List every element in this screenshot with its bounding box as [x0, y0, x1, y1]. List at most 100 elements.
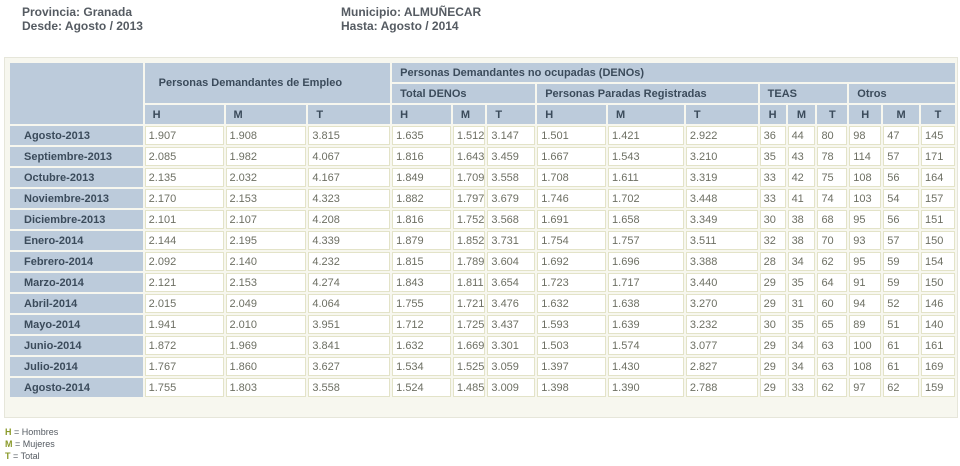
hasta-label: Hasta: Agosto / 2014: [341, 19, 459, 33]
table-cell: 1.632: [537, 294, 607, 313]
table-cell: 103: [849, 189, 882, 208]
table-cell: 75: [817, 168, 848, 187]
table-cell: 30: [759, 315, 786, 334]
table-cell: 93: [849, 231, 882, 250]
table-cell: 1.872: [144, 336, 224, 355]
table-cell: 35: [787, 273, 816, 292]
table-cell: 42: [787, 168, 816, 187]
row-label: Enero-2014: [10, 231, 143, 250]
table-cell: 89: [849, 315, 882, 334]
table-cell: 1.789: [452, 252, 486, 271]
legend-item: M = Mujeres: [5, 438, 58, 450]
row-label: Agosto-2013: [10, 126, 143, 145]
table-cell: 2.788: [685, 378, 758, 397]
table-cell: 1.969: [225, 336, 307, 355]
legend-key: H: [5, 427, 12, 437]
table-cell: 1.712: [392, 315, 451, 334]
table-cell: 38: [787, 231, 816, 250]
table-cell: 3.558: [487, 168, 536, 187]
table-cell: 1.721: [452, 294, 486, 313]
table-cell: 150: [921, 231, 955, 250]
table-cell: 1.708: [537, 168, 607, 187]
table-cell: 2.032: [225, 168, 307, 187]
table-cell: 2.827: [685, 357, 758, 376]
table-cell: 108: [849, 168, 882, 187]
table-cell: 1.755: [392, 294, 451, 313]
table-cell: 32: [759, 231, 786, 250]
table-cell: 62: [883, 378, 919, 397]
table-cell: 2.049: [225, 294, 307, 313]
row-label: Agosto-2014: [10, 378, 143, 397]
table-cell: 1.397: [537, 357, 607, 376]
table-cell: 91: [849, 273, 882, 292]
table-cell: 2.144: [144, 231, 224, 250]
table-cell: 2.107: [225, 210, 307, 229]
table-cell: 3.059: [487, 357, 536, 376]
table-cell: 1.882: [392, 189, 451, 208]
row-label: Julio-2014: [10, 357, 143, 376]
table-cell: 114: [849, 147, 882, 166]
table-cell: 59: [883, 252, 919, 271]
table-cell: 62: [817, 252, 848, 271]
filter-left: Provincia: Granada Desde: Agosto / 2013: [22, 5, 143, 33]
provincia-label: Provincia: Granada: [22, 5, 133, 19]
table-cell: 4.067: [308, 147, 391, 166]
table-cell: 1.849: [392, 168, 451, 187]
table-cell: 1.512: [452, 126, 486, 145]
table-cell: 2.121: [144, 273, 224, 292]
row-label: Marzo-2014: [10, 273, 143, 292]
table-cell: 4.323: [308, 189, 391, 208]
table-cell: 1.803: [225, 378, 307, 397]
table-cell: 1.717: [608, 273, 684, 292]
table-cell: 1.501: [537, 126, 607, 145]
table-row: Julio-2014 1.767 1.860 3.627 1.534 1.525 3.059…: [10, 357, 955, 376]
table-cell: 159: [921, 378, 955, 397]
table-cell: 43: [787, 147, 816, 166]
subheader-total-denos: Total DENOs: [392, 84, 536, 103]
table-cell: 3.558: [308, 378, 391, 397]
table-cell: 97: [849, 378, 882, 397]
table-cell: 56: [883, 168, 919, 187]
table-cell: 1.398: [537, 378, 607, 397]
table-cell: 3.679: [487, 189, 536, 208]
table-row: Diciembre-2013 2.101 2.107 4.208 1.816 1.752 3…: [10, 210, 955, 229]
table-cell: 33: [787, 378, 816, 397]
table-cell: 1.658: [608, 210, 684, 229]
table-cell: 36: [759, 126, 786, 145]
table-cell: 1.907: [144, 126, 224, 145]
table-cell: 1.638: [608, 294, 684, 313]
table-cell: 1.543: [608, 147, 684, 166]
table-row: Noviembre-2013 2.170 2.153 4.323 1.882 1.797 3…: [10, 189, 955, 208]
column-header-t: T: [685, 105, 758, 124]
table-cell: 3.349: [685, 210, 758, 229]
table-cell: 3.301: [487, 336, 536, 355]
subheader-teas: TEAS: [759, 84, 848, 103]
table-cell: 1.574: [608, 336, 684, 355]
table-cell: 1.860: [225, 357, 307, 376]
table-cell: 57: [883, 231, 919, 250]
table-row: Agosto-2014 1.755 1.803 3.558 1.524 1.485 3.00…: [10, 378, 955, 397]
filter-right: Municipio: ALMUÑECAR Hasta: Agosto / 201…: [341, 5, 481, 33]
table-cell: 145: [921, 126, 955, 145]
table-cell: 29: [759, 336, 786, 355]
table-cell: 1.879: [392, 231, 451, 250]
column-header-h: H: [849, 105, 882, 124]
table-cell: 1.430: [608, 357, 684, 376]
table-cell: 2.015: [144, 294, 224, 313]
table-cell: 1.524: [392, 378, 451, 397]
legend: H = Hombres M = Mujeres T = Total: [5, 426, 58, 462]
table-cell: 4.339: [308, 231, 391, 250]
table-cell: 3.440: [685, 273, 758, 292]
table-cell: 1.702: [608, 189, 684, 208]
table-cell: 63: [817, 357, 848, 376]
table-cell: 161: [921, 336, 955, 355]
table-cell: 65: [817, 315, 848, 334]
column-header-m: M: [452, 105, 486, 124]
table-cell: 1.525: [452, 357, 486, 376]
table-cell: 33: [759, 189, 786, 208]
table-cell: 1.593: [537, 315, 607, 334]
table-row: Mayo-2014 1.941 2.010 3.951 1.712 1.725 3.437 1…: [10, 315, 955, 334]
row-label: Abril-2014: [10, 294, 143, 313]
table-cell: 1.755: [144, 378, 224, 397]
table-cell: 1.709: [452, 168, 486, 187]
